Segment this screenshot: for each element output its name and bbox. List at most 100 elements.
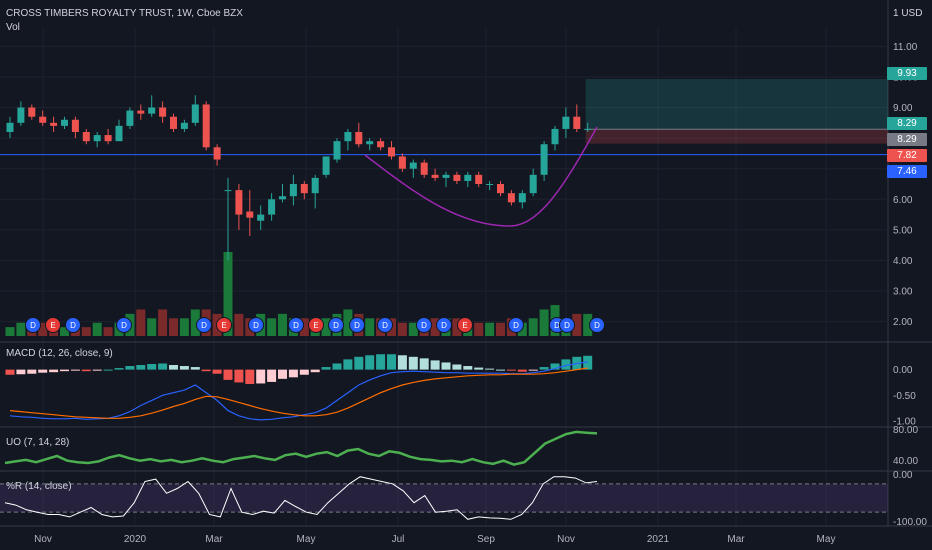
macd-histogram-bar — [158, 363, 168, 370]
marker-circle — [25, 317, 41, 333]
candle-body — [126, 110, 134, 126]
candle — [333, 138, 341, 163]
candle — [17, 101, 25, 126]
candle — [191, 95, 199, 126]
wr-y-tick: -100.00 — [893, 517, 927, 528]
volume-bar — [147, 318, 157, 336]
marker-circle — [349, 317, 365, 333]
signal-line — [9, 367, 588, 419]
cup-pattern-curve — [364, 126, 598, 227]
uo-y-tick: 40.00 — [893, 456, 918, 467]
macd-histogram-bar — [496, 369, 505, 371]
marker-letter: D — [594, 321, 600, 330]
last-price-tag: 8.29 — [887, 117, 927, 130]
candle — [235, 184, 243, 230]
wr-y-tick: 0.00 — [893, 470, 913, 481]
macd-histogram-bar — [365, 355, 375, 370]
macd-label: MACD (12, 26, close, 9) — [6, 348, 113, 359]
candle-body — [442, 174, 450, 178]
grid — [0, 0, 932, 527]
candle-body — [300, 184, 308, 194]
macd-pane — [5, 354, 593, 421]
macd-histogram-bar — [147, 363, 157, 370]
candle-body — [322, 156, 330, 175]
macd-histogram-bar — [60, 369, 69, 372]
volume-bar — [299, 318, 309, 336]
macd-histogram-bar — [256, 369, 266, 384]
candle — [398, 153, 406, 172]
candle — [464, 171, 472, 188]
macd-y-tick: 0.00 — [893, 365, 913, 376]
candle-body — [507, 193, 515, 203]
candle-body — [104, 135, 112, 142]
marker-circle — [65, 317, 81, 333]
marker-circle — [377, 317, 393, 333]
candle-body — [529, 174, 537, 194]
volume-bar — [321, 318, 331, 336]
candle-body — [246, 211, 254, 218]
volume-bar — [223, 252, 233, 336]
dividend-marker: D — [416, 317, 432, 333]
candle-body — [191, 104, 199, 123]
y-tick-label: 5.00 — [893, 225, 913, 236]
candle-body — [235, 190, 243, 215]
candle — [540, 141, 548, 181]
candle-body — [180, 122, 188, 129]
marker-letter: D — [421, 321, 427, 330]
candle — [300, 180, 308, 200]
candle — [82, 128, 90, 145]
marker-letter: D — [441, 321, 447, 330]
candle-body — [202, 104, 210, 148]
candle — [104, 128, 112, 145]
candle-body — [562, 116, 570, 129]
candle — [322, 156, 330, 178]
candle-body — [279, 196, 286, 200]
candle-body — [453, 174, 461, 181]
marker-circle — [308, 317, 324, 333]
candle — [475, 171, 483, 188]
candle-body — [497, 184, 504, 194]
candle-body — [464, 174, 472, 181]
candle — [311, 174, 319, 209]
dividend-marker: D — [559, 317, 575, 333]
candle-body — [333, 141, 341, 160]
volume-bar — [267, 318, 277, 336]
candle — [137, 104, 145, 120]
marker-circle — [416, 317, 432, 333]
volume-bar — [485, 322, 495, 336]
stop-zone — [585, 129, 888, 144]
earnings-marker: E — [45, 317, 61, 333]
candles — [6, 95, 592, 261]
candle — [39, 110, 47, 126]
macd-histogram-bar — [125, 366, 135, 370]
macd-histogram-bar — [397, 355, 407, 370]
marker-letter: D — [333, 321, 339, 330]
marker-circle — [328, 317, 344, 333]
macd-histogram-bar — [190, 367, 200, 370]
candle — [6, 116, 14, 139]
macd-histogram-bar — [201, 369, 211, 372]
candle-body — [6, 122, 14, 132]
candle — [224, 177, 232, 261]
currency-label[interactable]: 1 USD — [893, 8, 923, 19]
candle — [148, 95, 156, 117]
wr-pane — [0, 476, 888, 520]
marker-circle — [457, 317, 473, 333]
marker-circle — [116, 317, 132, 333]
x-tick-label: Mar — [727, 534, 745, 545]
candle-body — [268, 199, 276, 215]
candle-body — [551, 128, 559, 145]
macd-histogram-bar — [583, 355, 593, 370]
dividend-marker: D — [328, 317, 344, 333]
marker-letter: E — [462, 321, 467, 330]
marker-circle — [436, 317, 452, 333]
dividend-marker: D — [589, 317, 605, 333]
macd-histogram-bar — [38, 369, 48, 373]
marker-letter: D — [382, 321, 388, 330]
volume-bar — [81, 327, 91, 336]
y-tick-label: 6.00 — [893, 195, 913, 206]
macd-histogram-bar — [223, 369, 233, 380]
volume-bar — [179, 318, 189, 336]
